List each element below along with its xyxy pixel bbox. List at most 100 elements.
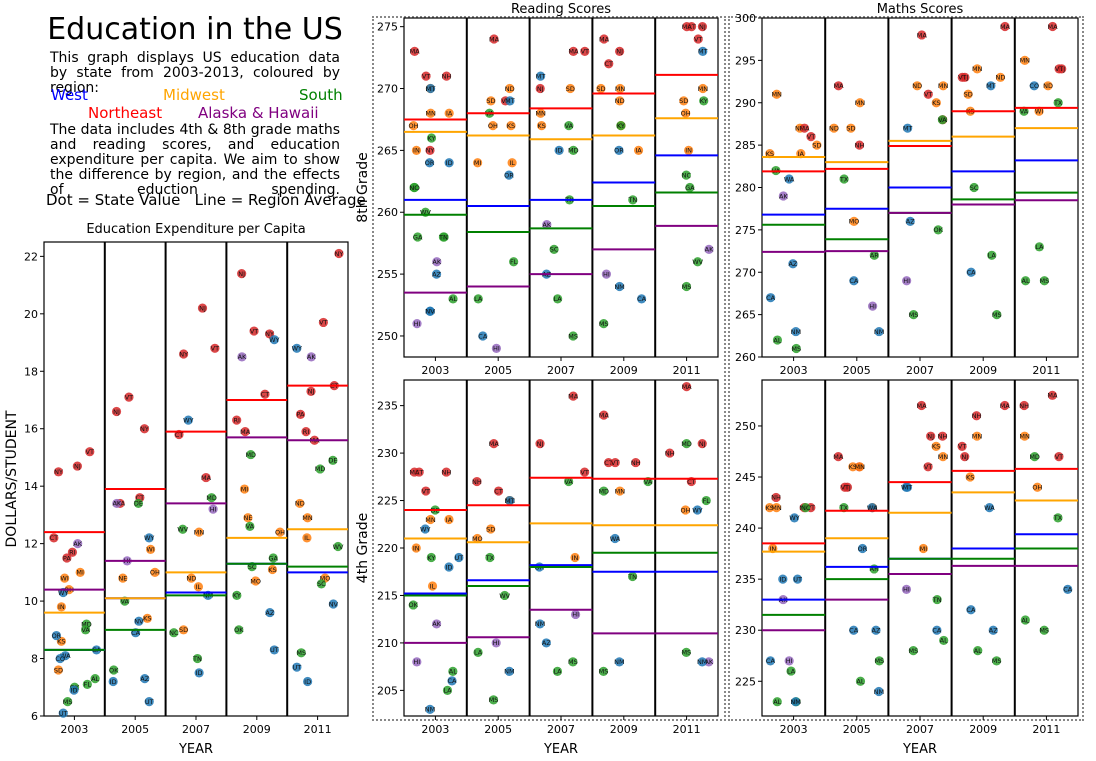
state-label: NM xyxy=(791,328,801,336)
state-label: TN xyxy=(438,233,448,241)
x-tick-label: 2011 xyxy=(1032,723,1060,736)
x-tick-label: 2011 xyxy=(673,723,701,736)
state-dot xyxy=(507,158,517,168)
y-tick-label: 240 xyxy=(735,522,756,535)
state-dot xyxy=(610,533,620,544)
state-label: NJ xyxy=(699,440,706,448)
state-label: MO xyxy=(849,218,860,226)
state-label: KS xyxy=(932,443,940,451)
y-tick-label: 265 xyxy=(735,309,756,322)
state-label: OH xyxy=(408,122,418,130)
state-label: WV xyxy=(499,592,510,600)
plot-frame xyxy=(403,379,719,717)
state-label: MA xyxy=(409,468,420,476)
state-dot xyxy=(69,685,79,695)
state-dot xyxy=(874,326,884,337)
y-tick-label: 210 xyxy=(377,637,398,650)
state-dot xyxy=(784,174,794,184)
state-label: NJ xyxy=(199,304,206,312)
state-label: CA xyxy=(766,657,776,665)
y-tick-label: 285 xyxy=(735,139,756,152)
state-dot xyxy=(901,584,912,594)
figure-title: Education in the US xyxy=(47,12,343,47)
state-dot xyxy=(903,123,913,133)
state-label: RI xyxy=(69,549,76,557)
state-dot xyxy=(698,83,708,94)
state-dot xyxy=(918,543,928,554)
state-label: OK xyxy=(933,226,943,234)
state-label: NM xyxy=(535,620,545,628)
state-label: TX xyxy=(1053,514,1063,522)
state-label: AL xyxy=(940,637,948,645)
state-label: VA xyxy=(644,478,653,486)
state-dot xyxy=(1029,81,1039,91)
state-dot xyxy=(72,461,82,471)
state-label: NM xyxy=(874,328,884,336)
state-dot xyxy=(598,666,609,676)
y-axis-label: 4th Grade xyxy=(355,513,371,583)
state-dot xyxy=(874,656,884,666)
state-label: VT xyxy=(841,484,849,492)
state-dot xyxy=(134,616,144,626)
state-label: MA xyxy=(240,428,251,436)
state-dot xyxy=(965,472,975,482)
state-label: NC xyxy=(801,504,811,512)
state-label: MD xyxy=(81,620,92,628)
state-dot xyxy=(704,657,714,667)
state-dot xyxy=(931,98,941,108)
state-label: VT xyxy=(422,487,430,495)
y-tick-label: 230 xyxy=(735,624,756,637)
state-dot xyxy=(1039,625,1049,635)
state-dot xyxy=(552,666,563,676)
state-dot xyxy=(791,326,801,337)
state-dot xyxy=(960,451,970,462)
state-label: WA xyxy=(984,504,995,512)
state-dot xyxy=(431,619,442,629)
state-label: NC xyxy=(169,629,179,637)
state-dot xyxy=(542,220,552,230)
state-label: ND xyxy=(295,500,305,508)
state-dot xyxy=(1047,390,1057,400)
state-label: HI xyxy=(603,270,610,278)
state-dot xyxy=(766,293,776,303)
state-dot xyxy=(426,133,437,143)
state-dot xyxy=(1053,513,1063,523)
state-dot xyxy=(772,697,782,707)
state-label: NM xyxy=(697,658,707,666)
state-dot xyxy=(472,533,482,544)
state-dot xyxy=(771,492,781,503)
y-tick-label: 290 xyxy=(735,97,756,110)
state-label: AL xyxy=(91,675,99,683)
x-tick-label: 2011 xyxy=(1032,364,1060,377)
state-dot xyxy=(536,108,546,118)
state-label: WI xyxy=(60,574,68,582)
state-label: OK xyxy=(409,601,419,609)
state-label: OH xyxy=(150,569,160,577)
state-dot xyxy=(491,343,502,353)
state-label: ND xyxy=(829,124,839,132)
state-label: NH xyxy=(972,412,982,420)
state-dot xyxy=(210,343,220,353)
state-dot xyxy=(840,482,850,492)
state-label: MN xyxy=(972,432,983,440)
state-label: NY xyxy=(179,350,188,358)
state-dot xyxy=(849,216,859,226)
state-dot xyxy=(931,441,941,451)
state-dot xyxy=(564,476,574,487)
state-dot xyxy=(295,409,306,419)
state-label: NJ xyxy=(74,462,81,470)
state-label: MA xyxy=(917,402,928,410)
state-label: VT xyxy=(580,468,588,476)
state-label: CT xyxy=(604,60,613,68)
state-dot xyxy=(1020,431,1030,441)
state-label: NY xyxy=(265,330,274,338)
state-dot xyxy=(682,22,692,32)
state-label: OR xyxy=(52,632,62,640)
description-intro: This graph displays US education data by… xyxy=(50,50,340,96)
state-label: MN xyxy=(425,110,436,118)
state-dot xyxy=(275,527,285,537)
state-dot xyxy=(568,46,579,57)
state-label: MS xyxy=(992,657,1002,665)
state-dot xyxy=(408,600,418,610)
